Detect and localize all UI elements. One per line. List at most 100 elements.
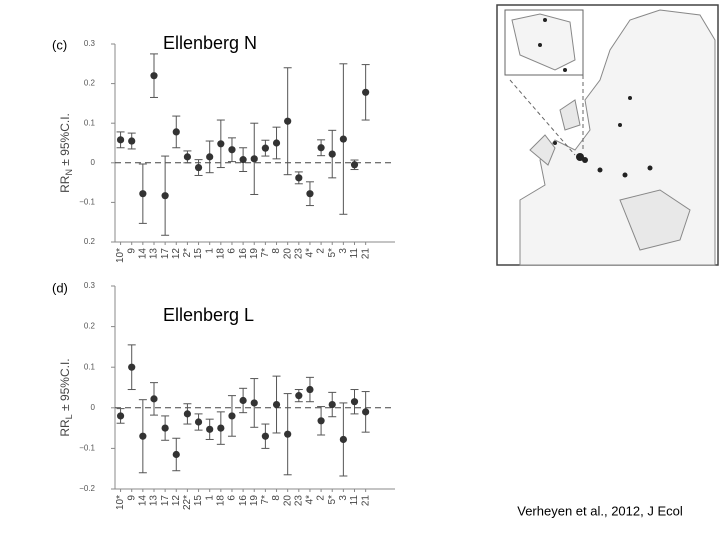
point bbox=[116, 412, 125, 420]
y-tick-label: −0.1 bbox=[79, 198, 95, 207]
y-label-sub: N bbox=[64, 169, 74, 176]
x-tick-label: 20 bbox=[282, 248, 293, 260]
point bbox=[272, 400, 281, 409]
point bbox=[183, 153, 192, 161]
chart-title: Ellenberg L bbox=[163, 305, 254, 325]
x-tick-label: 16 bbox=[238, 495, 249, 507]
citation: Verheyen et al., 2012, J Ecol bbox=[517, 503, 683, 518]
point bbox=[261, 144, 269, 152]
y-axis-label: RRN ± 95%C.I. bbox=[58, 113, 74, 193]
x-tick-label: 7* bbox=[260, 248, 271, 258]
point bbox=[350, 161, 359, 169]
x-tick-label: 21 bbox=[360, 248, 371, 260]
x-tick-label: 19 bbox=[249, 248, 260, 260]
point bbox=[128, 363, 136, 371]
point bbox=[217, 424, 225, 432]
x-tick-label: 20 bbox=[282, 495, 293, 507]
x-tick-label: 17 bbox=[160, 495, 171, 507]
point bbox=[206, 425, 214, 433]
point bbox=[183, 410, 192, 418]
point bbox=[339, 435, 347, 444]
x-tick-label: 18 bbox=[215, 495, 226, 507]
point bbox=[239, 396, 247, 405]
x-tick-label: 15 bbox=[193, 248, 204, 260]
x-tick-label: 21 bbox=[360, 495, 371, 507]
x-tick-label: 13 bbox=[149, 248, 160, 260]
x-tick-label: 14 bbox=[137, 248, 148, 260]
x-tick-label: 13 bbox=[149, 495, 160, 507]
point bbox=[306, 190, 314, 198]
y-label-sub: L bbox=[64, 414, 74, 419]
x-tick-label: 12 bbox=[171, 248, 182, 260]
x-tick-label: 11 bbox=[349, 248, 360, 259]
x-tick-label: 23 bbox=[293, 248, 304, 260]
y-label-rest: ± 95%C.I. bbox=[58, 113, 72, 169]
y-tick-label: 0 bbox=[91, 158, 96, 167]
point bbox=[295, 392, 303, 400]
point bbox=[250, 155, 258, 163]
chart-title: Ellenberg N bbox=[163, 33, 257, 53]
x-tick-label: 15 bbox=[193, 495, 204, 507]
point bbox=[116, 136, 125, 144]
point bbox=[194, 163, 203, 172]
y-tick-label: 0.1 bbox=[84, 362, 96, 371]
panel-label: (c) bbox=[52, 37, 67, 52]
point bbox=[139, 190, 147, 198]
x-tick-label: 12 bbox=[171, 495, 182, 507]
point bbox=[194, 418, 203, 426]
point bbox=[150, 395, 158, 403]
x-tick-label: 10* bbox=[115, 248, 126, 263]
x-tick-label: 2 bbox=[316, 248, 327, 254]
y-tick-label: 0.2 bbox=[84, 237, 96, 246]
point bbox=[317, 417, 325, 425]
y-tick-label: 0 bbox=[91, 403, 96, 412]
point bbox=[239, 156, 247, 164]
y-tick-label: −0.2 bbox=[79, 484, 95, 493]
point bbox=[150, 72, 158, 80]
x-tick-label: 18 bbox=[215, 248, 226, 260]
x-tick-label: 10* bbox=[115, 495, 126, 510]
point bbox=[139, 432, 147, 440]
y-tick-label: 0.2 bbox=[84, 322, 96, 331]
x-tick-label: 1 bbox=[204, 248, 215, 254]
x-tick-label: 23 bbox=[293, 495, 304, 507]
point bbox=[272, 139, 281, 147]
x-tick-label: 3 bbox=[338, 495, 349, 501]
point bbox=[161, 192, 169, 200]
x-tick-label: 7* bbox=[260, 495, 271, 505]
x-tick-label: 4* bbox=[305, 495, 316, 505]
x-tick-label: 14 bbox=[137, 495, 148, 507]
x-tick-label: 22* bbox=[182, 495, 193, 510]
panel-label: (d) bbox=[52, 280, 68, 295]
x-tick-label: 4* bbox=[305, 248, 316, 258]
y-tick-label: −0.1 bbox=[79, 444, 95, 453]
y-tick-label: 0.3 bbox=[84, 39, 96, 48]
point bbox=[228, 146, 236, 154]
point bbox=[328, 150, 336, 158]
point bbox=[128, 137, 136, 145]
map bbox=[496, 4, 719, 266]
x-tick-label: 17 bbox=[160, 248, 171, 260]
y-tick-label: 0.3 bbox=[84, 281, 96, 290]
x-tick-label: 8 bbox=[271, 495, 282, 501]
y-axis-label: RRL ± 95%C.I. bbox=[58, 358, 74, 436]
point bbox=[217, 140, 225, 148]
point bbox=[295, 174, 303, 182]
x-tick-label: 16 bbox=[238, 248, 249, 260]
x-tick-label: 2 bbox=[316, 495, 327, 501]
point bbox=[172, 450, 180, 459]
point bbox=[250, 399, 258, 407]
point bbox=[306, 385, 314, 394]
point bbox=[206, 153, 214, 161]
x-tick-label: 11 bbox=[349, 495, 360, 506]
point bbox=[362, 88, 370, 96]
x-tick-label: 6 bbox=[227, 248, 238, 254]
x-tick-label: 2* bbox=[182, 248, 193, 258]
x-tick-label: 19 bbox=[249, 495, 260, 507]
x-tick-label: 9 bbox=[126, 495, 137, 501]
x-tick-label: 8 bbox=[271, 248, 282, 254]
y-label-rest: ± 95%C.I. bbox=[58, 358, 72, 414]
point bbox=[161, 424, 169, 432]
y-tick-label: 0.1 bbox=[84, 118, 96, 127]
